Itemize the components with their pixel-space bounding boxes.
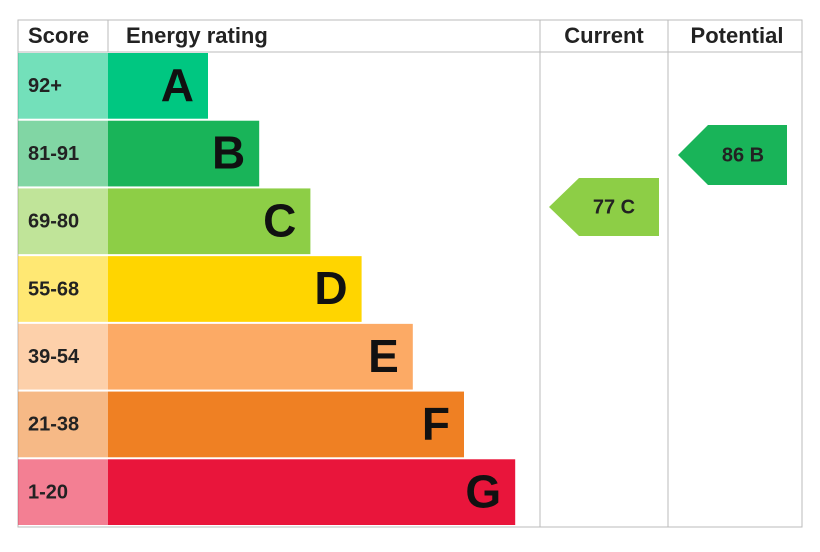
band-letter: E — [368, 330, 399, 382]
score-label: 39-54 — [28, 346, 80, 368]
score-cell — [18, 53, 108, 119]
header-current: Current — [564, 23, 644, 48]
band-bar — [108, 120, 260, 187]
potential-label: 86 B — [722, 144, 764, 166]
score-cell — [18, 323, 108, 390]
score-cell — [18, 256, 108, 322]
header-potential: Potential — [691, 23, 784, 48]
current-label: 77 C — [593, 196, 635, 218]
score-label: 81-91 — [28, 143, 79, 165]
score-label: 92+ — [28, 75, 62, 97]
header-rating: Energy rating — [126, 23, 268, 48]
score-label: 69-80 — [28, 211, 79, 233]
band-letter: D — [314, 262, 347, 314]
score-label: 1-20 — [28, 481, 68, 503]
band-letter: F — [422, 398, 450, 450]
band-bar — [108, 391, 464, 458]
score-label: 21-38 — [28, 414, 79, 436]
band-bar — [108, 459, 516, 525]
score-cell — [18, 120, 108, 187]
band-letter: A — [161, 59, 194, 111]
potential-arrow — [678, 125, 787, 185]
band-bar — [108, 323, 413, 390]
band-bar — [108, 256, 362, 322]
band-bar — [108, 53, 208, 119]
header-score: Score — [28, 23, 89, 48]
band-letter: G — [465, 465, 501, 517]
band-bar — [108, 188, 311, 255]
score-label: 55-68 — [28, 278, 79, 300]
band-letter: B — [212, 127, 245, 179]
band-letter: C — [263, 194, 296, 246]
rows: 92+ A 81-91 B 69-80 C 55-68 D 39-54 E 21-38 F 1-20 G — [18, 53, 516, 525]
score-cell — [18, 459, 108, 525]
score-cell — [18, 188, 108, 255]
score-cell — [18, 391, 108, 458]
current-arrow — [549, 178, 659, 236]
